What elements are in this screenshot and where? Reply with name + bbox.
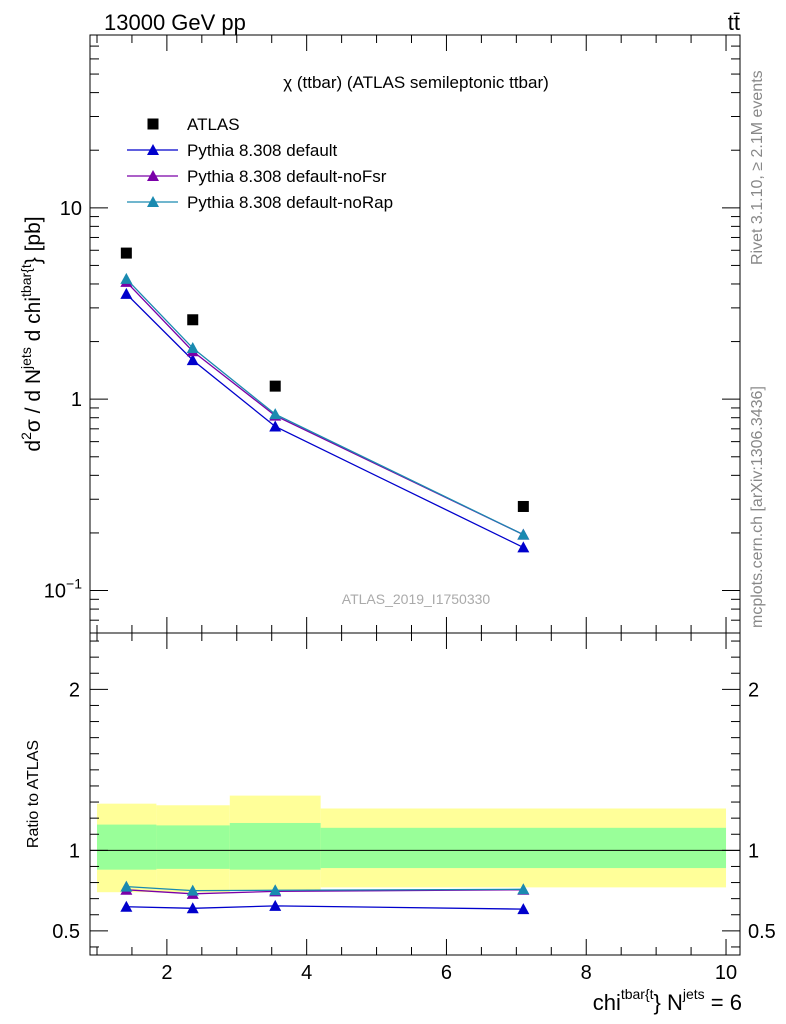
legend: ATLAS Pythia 8.308 default Pythia 8.308 de… [127,115,393,212]
ratio-data-point [269,884,282,896]
ratio-data-point [517,903,530,915]
data-point [187,314,199,326]
ratio-series-line [126,905,524,910]
ratio-y-tick-label: 0.5 [52,921,80,943]
main-panel: 10−1 1 10 χ (ttbar) (ATLAS semileptonic tt… [18,34,741,634]
series-line [125,281,524,536]
data-point [517,500,529,512]
legend-marker [147,170,159,181]
main-y-axis-label: d2σ / d Njets d chitbar{t} [pb] [18,216,45,451]
series-line [125,278,524,536]
ratio-data-point [186,884,199,896]
x-tick-label: 2 [161,962,172,984]
x-tick-label: 6 [441,962,452,984]
analysis-watermark: ATLAS_2019_I1750330 [342,591,491,607]
uncertainty-band-inner [320,827,727,869]
ratio-y-tick-label: 2 [69,679,80,701]
x-tick-label: 8 [581,962,592,984]
data-point [120,272,133,284]
data-point [120,247,132,259]
ratio-y-tick-label-right: 1 [748,840,759,862]
energy-label: 13000 GeV pp [104,10,246,35]
ratio-y-tick-label-right: 2 [748,679,759,701]
ratio-data-point [186,902,199,914]
ratio-series-layer [120,880,530,915]
rivet-version-label: Rivet 3.1.10, ≥ 2.1M events [749,70,766,265]
ratio-series-line [126,889,524,895]
legend-label: Pythia 8.308 default-noFsr [187,167,387,186]
ratio-bands-layer [90,795,740,893]
mcplots-label: mcplots.cern.ch [arXiv:1306.3436] [749,386,766,628]
main-ticks-layer: 10−1 1 10 [44,34,740,634]
legend-label: Pythia 8.308 default [187,141,338,160]
legend-marker [147,144,159,155]
ratio-ticks-layer: 0.5 0.5 1 1 2 2 2 4 6 8 10 [52,633,776,984]
legend-label: ATLAS [187,115,240,134]
data-point [269,380,281,392]
process-label: tt̄ [728,10,740,35]
legend-marker [147,196,159,207]
legend-marker [147,118,159,130]
ratio-panel: 0.5 0.5 1 1 2 2 2 4 6 8 10 Ratio to ATLAS chitbar{… [25,632,776,1015]
data-point [517,541,530,553]
uncertainty-band-inner [96,824,157,870]
chart-title: χ (ttbar) (ATLAS semileptonic ttbar) [283,73,549,92]
main-series-layer [120,247,530,553]
uncertainty-band-inner [156,825,230,869]
data-point [269,408,282,420]
ratio-y-axis-label: Ratio to ATLAS [25,740,42,848]
data-point [120,287,133,299]
ratio-series-line [126,885,524,892]
y-tick-label: 1 [71,389,82,411]
data-point [186,354,199,366]
x-axis-label: chitbar{t} Njets = 6 [593,986,742,1015]
legend-label: Pythia 8.308 default-noRap [187,193,393,212]
ratio-y-tick-label-right: 0.5 [748,921,776,943]
x-tick-label: 4 [301,962,312,984]
ratio-data-point [120,900,133,912]
y-tick-label: 10−1 [44,576,82,603]
ratio-y-tick-label: 1 [69,840,80,862]
data-point [269,420,282,432]
ratio-data-point [120,880,133,892]
uncertainty-band-inner [229,822,321,870]
y-tick-label: 10 [60,198,82,220]
x-tick-label: 10 [715,962,737,984]
data-point [186,342,199,354]
ratio-data-point [269,899,282,911]
ratio-plot-frame [89,632,741,956]
series-line [125,293,524,549]
data-point [517,528,530,540]
ratio-data-point [517,883,530,895]
